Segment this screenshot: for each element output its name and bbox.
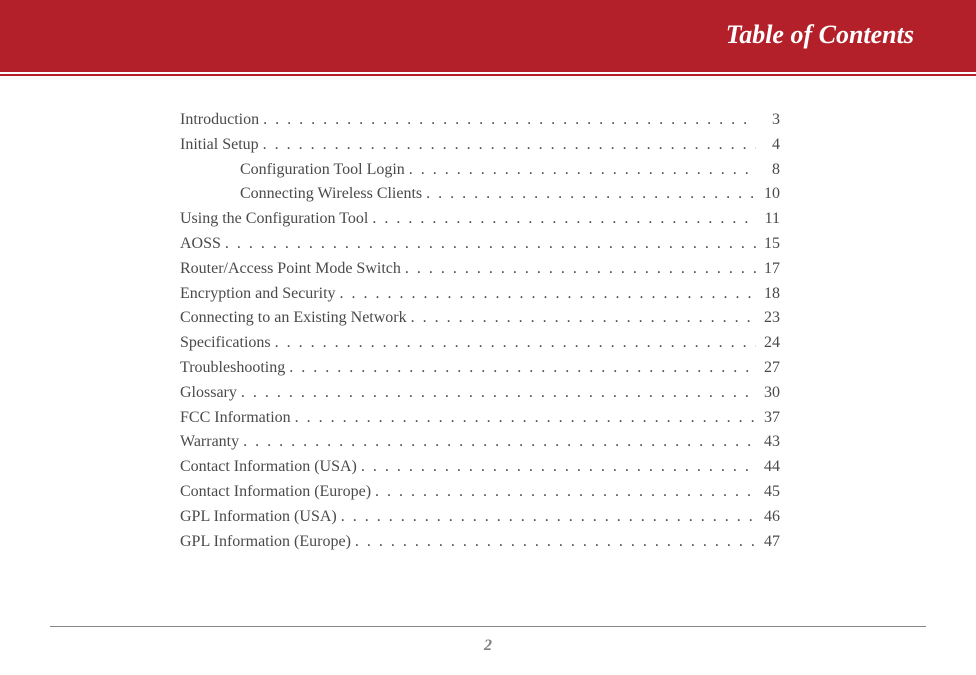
toc-entry: Introduction . . . . . . . . . . . . . .… [180,108,780,133]
toc-entry-title: FCC Information [180,406,291,431]
toc-entry-page: 45 [756,480,780,505]
footer-divider [50,626,926,627]
toc-entry: Warranty . . . . . . . . . . . . . . . .… [180,430,780,455]
toc-entry: Connecting to an Existing Network . . . … [180,306,780,331]
toc-entry-title: Initial Setup [180,133,259,158]
toc-entry-page: 10 [756,182,780,207]
toc-entry-page: 15 [756,232,780,257]
toc-entry-title: Troubleshooting [180,356,285,381]
toc-entry-title: Warranty [180,430,239,455]
toc-leader-dots: . . . . . . . . . . . . . . . . . . . . … [405,158,756,183]
toc-leader-dots: . . . . . . . . . . . . . . . . . . . . … [239,430,756,455]
toc-leader-dots: . . . . . . . . . . . . . . . . . . . . … [285,356,756,381]
page-number: 2 [0,637,976,655]
toc-entry: Glossary . . . . . . . . . . . . . . . .… [180,381,780,406]
toc-entry: Configuration Tool Login . . . . . . . .… [180,158,780,183]
toc-entry: GPL Information (Europe) . . . . . . . .… [180,530,780,555]
toc-entry-title: GPL Information (Europe) [180,530,351,555]
toc-entry: Specifications . . . . . . . . . . . . .… [180,331,780,356]
toc-entry-page: 30 [756,381,780,406]
toc-entry-page: 24 [756,331,780,356]
toc-list: Introduction . . . . . . . . . . . . . .… [180,108,780,554]
toc-entry-title: Glossary [180,381,237,406]
toc-entry-title: Encryption and Security [180,282,336,307]
toc-leader-dots: . . . . . . . . . . . . . . . . . . . . … [259,133,756,158]
toc-entry-page: 11 [756,207,780,232]
toc-entry-page: 46 [756,505,780,530]
toc-entry-title: Specifications [180,331,271,356]
toc-entry-title: Connecting Wireless Clients [240,182,422,207]
toc-entry: Using the Configuration Tool . . . . . .… [180,207,780,232]
toc-entry-page: 43 [756,430,780,455]
toc-leader-dots: . . . . . . . . . . . . . . . . . . . . … [237,381,756,406]
toc-entry: Initial Setup . . . . . . . . . . . . . … [180,133,780,158]
toc-leader-dots: . . . . . . . . . . . . . . . . . . . . … [271,331,756,356]
toc-leader-dots: . . . . . . . . . . . . . . . . . . . . … [221,232,756,257]
toc-entry-page: 27 [756,356,780,381]
toc-entry-page: 8 [756,158,780,183]
toc-entry: Connecting Wireless Clients . . . . . . … [180,182,780,207]
toc-entry-title: Configuration Tool Login [240,158,405,183]
toc-leader-dots: . . . . . . . . . . . . . . . . . . . . … [401,257,756,282]
toc-entry-title: Connecting to an Existing Network [180,306,407,331]
toc-entry-page: 37 [756,406,780,431]
toc-entry-title: GPL Information (USA) [180,505,337,530]
toc-entry-title: AOSS [180,232,221,257]
toc-entry-title: Contact Information (USA) [180,455,357,480]
toc-leader-dots: . . . . . . . . . . . . . . . . . . . . … [259,108,756,133]
toc-entry-page: 4 [756,133,780,158]
header-bar: Table of Contents [0,0,976,72]
toc-entry-title: Using the Configuration Tool [180,207,368,232]
toc-entry: AOSS . . . . . . . . . . . . . . . . . .… [180,232,780,257]
toc-leader-dots: . . . . . . . . . . . . . . . . . . . . … [337,505,756,530]
toc-entry-page: 47 [756,530,780,555]
toc-entry: Router/Access Point Mode Switch . . . . … [180,257,780,282]
toc-entry-page: 18 [756,282,780,307]
toc-entry: GPL Information (USA) . . . . . . . . . … [180,505,780,530]
toc-leader-dots: . . . . . . . . . . . . . . . . . . . . … [368,207,756,232]
toc-leader-dots: . . . . . . . . . . . . . . . . . . . . … [407,306,756,331]
toc-leader-dots: . . . . . . . . . . . . . . . . . . . . … [351,530,756,555]
toc-entry: Contact Information (Europe) . . . . . .… [180,480,780,505]
toc-leader-dots: . . . . . . . . . . . . . . . . . . . . … [291,406,756,431]
page-title: Table of Contents [726,20,914,50]
toc-entry-title: Contact Information (Europe) [180,480,371,505]
toc-entry: Contact Information (USA) . . . . . . . … [180,455,780,480]
toc-leader-dots: . . . . . . . . . . . . . . . . . . . . … [336,282,756,307]
toc-entry: FCC Information . . . . . . . . . . . . … [180,406,780,431]
toc-entry-title: Introduction [180,108,259,133]
toc-entry-title: Router/Access Point Mode Switch [180,257,401,282]
toc-entry: Troubleshooting . . . . . . . . . . . . … [180,356,780,381]
accent-line [0,74,976,76]
toc-leader-dots: . . . . . . . . . . . . . . . . . . . . … [422,182,756,207]
toc-entry-page: 17 [756,257,780,282]
toc-entry-page: 44 [756,455,780,480]
toc-entry: Encryption and Security . . . . . . . . … [180,282,780,307]
toc-entry-page: 3 [756,108,780,133]
toc-leader-dots: . . . . . . . . . . . . . . . . . . . . … [371,480,756,505]
toc-leader-dots: . . . . . . . . . . . . . . . . . . . . … [357,455,756,480]
toc-entry-page: 23 [756,306,780,331]
